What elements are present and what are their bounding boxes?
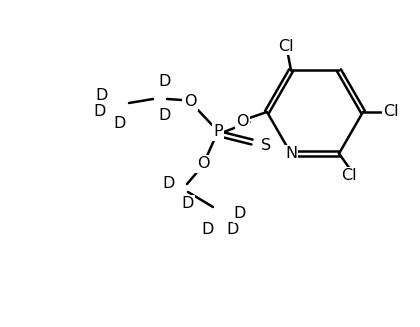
Text: D: D xyxy=(163,177,175,192)
Text: D: D xyxy=(159,108,171,123)
Text: Cl: Cl xyxy=(278,39,294,54)
Text: Cl: Cl xyxy=(341,168,357,183)
Text: N: N xyxy=(285,146,297,161)
Text: D: D xyxy=(159,74,171,89)
Text: P: P xyxy=(213,125,223,140)
Text: Cl: Cl xyxy=(383,105,399,119)
Text: D: D xyxy=(182,197,194,212)
Text: S: S xyxy=(261,139,271,153)
Text: O: O xyxy=(236,114,249,129)
Text: O: O xyxy=(184,95,196,110)
Text: D: D xyxy=(202,221,214,236)
Text: O: O xyxy=(197,157,209,171)
Text: D: D xyxy=(234,206,246,221)
Text: D: D xyxy=(94,104,106,118)
Text: D: D xyxy=(96,88,108,102)
Text: D: D xyxy=(114,115,126,130)
Text: D: D xyxy=(227,221,239,236)
